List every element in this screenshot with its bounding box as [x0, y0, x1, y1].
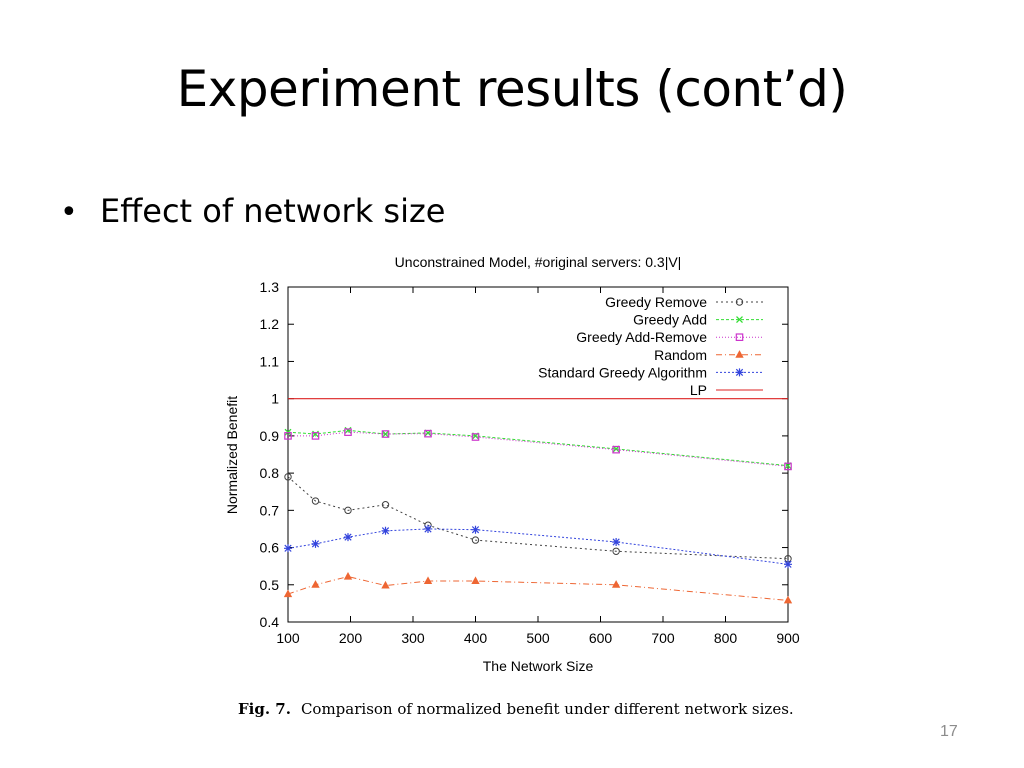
legend-item-random: Random — [654, 347, 763, 363]
series-greedy-remove — [284, 473, 792, 563]
x-tick-label: 100 — [276, 630, 300, 646]
legend-item-greedy-add-remove: Greedy Add-Remove — [576, 329, 763, 345]
x-tick-label: 200 — [339, 630, 363, 646]
data-point-standard-greedy-algorithm — [471, 525, 480, 534]
y-tick-label: 0.4 — [260, 614, 280, 630]
chart-title: Unconstrained Model, #original servers: … — [395, 254, 682, 270]
legend-label: Greedy Add-Remove — [576, 329, 707, 345]
legend-marker — [736, 316, 743, 324]
legend-item-lp: LP — [690, 382, 763, 398]
bullet-text: Effect of network size — [100, 192, 446, 230]
x-tick-label: 700 — [651, 630, 675, 646]
data-point-greedy-add-remove — [344, 428, 352, 436]
data-point-greedy-add — [344, 426, 352, 434]
x-tick-label: 300 — [401, 630, 425, 646]
data-point-greedy-remove — [311, 497, 320, 505]
data-point-standard-greedy-algorithm — [784, 560, 792, 569]
legend-label: LP — [690, 382, 707, 398]
series-line-greedy-add — [287, 429, 789, 467]
caption-label: Fig. 7. — [238, 700, 291, 718]
data-point-greedy-remove — [344, 506, 352, 515]
data-point-greedy-add — [312, 430, 319, 438]
figure-caption: Fig. 7. Comparison of normalized benefit … — [238, 700, 794, 718]
data-point-standard-greedy-algorithm — [311, 539, 320, 548]
legend-label: Greedy Remove — [605, 294, 707, 310]
data-point-greedy-add-remove — [284, 432, 292, 440]
data-point-random — [381, 580, 390, 589]
legend-marker — [735, 333, 744, 342]
bullet-item: • Effect of network size — [60, 192, 445, 231]
y-tick-label: 1 — [271, 391, 279, 407]
data-point-greedy-add-remove — [471, 433, 480, 441]
data-point-greedy-add-remove — [381, 430, 390, 438]
y-tick-label: 1.2 — [260, 316, 280, 332]
series-line-random — [287, 576, 789, 601]
caption-text: Comparison of normalized benefit under d… — [300, 700, 794, 718]
data-point-greedy-add — [382, 430, 389, 438]
data-point-random — [311, 580, 320, 588]
bullet-dot: • — [60, 195, 78, 230]
data-point-greedy-remove — [284, 473, 292, 481]
y-axis-title: Normalized Benefit — [224, 396, 240, 514]
x-tick-label: 800 — [714, 630, 738, 646]
y-tick-label: 0.6 — [260, 540, 280, 556]
data-point-greedy-add-remove — [311, 432, 320, 440]
plot-frame — [287, 286, 789, 623]
data-point-random — [471, 576, 480, 585]
y-tick-label: 1.1 — [260, 353, 280, 369]
y-tick-label: 0.8 — [260, 465, 280, 481]
data-point-random — [423, 576, 433, 585]
series-standard-greedy-algorithm — [284, 524, 792, 569]
slide-number: 17 — [940, 723, 958, 740]
data-point-greedy-remove — [612, 547, 620, 555]
legend-label: Standard Greedy Algorithm — [538, 364, 707, 380]
x-tick-label: 500 — [526, 630, 550, 646]
data-point-greedy-add-remove — [784, 462, 792, 471]
y-tick-label: 0.5 — [260, 577, 280, 593]
y-tick-label: 0.9 — [260, 428, 280, 444]
series-line-greedy-add-remove — [288, 431, 789, 467]
legend-marker — [735, 368, 744, 377]
data-point-greedy-remove — [381, 501, 390, 509]
data-point-standard-greedy-algorithm — [424, 524, 432, 533]
data-point-random — [611, 580, 621, 588]
x-axis-title: The Network Size — [483, 658, 594, 674]
series-line-standard-greedy-algorithm — [287, 528, 789, 565]
legend-label: Greedy Add — [633, 312, 707, 328]
data-point-greedy-remove — [471, 536, 480, 544]
x-tick-label: 600 — [589, 630, 613, 646]
series-line-greedy-remove — [287, 476, 789, 560]
legend-marker — [735, 298, 744, 306]
legend-item-greedy-remove: Greedy Remove — [605, 294, 763, 310]
y-tick-label: 1.3 — [260, 279, 280, 295]
data-point-greedy-add-remove — [612, 445, 620, 454]
slide-title: Experiment results (cont’d) — [176, 60, 848, 118]
data-point-standard-greedy-algorithm — [284, 544, 292, 553]
y-tick-label: 0.7 — [260, 502, 280, 518]
data-point-greedy-add-remove — [424, 429, 432, 438]
data-point-random — [783, 595, 793, 604]
data-point-standard-greedy-algorithm — [344, 533, 352, 542]
data-point-random — [343, 571, 353, 580]
data-point-random — [283, 589, 293, 598]
line-chart: Unconstrained Model, #original servers: … — [224, 254, 800, 674]
data-point-standard-greedy-algorithm — [381, 526, 390, 535]
x-tick-label: 400 — [464, 630, 488, 646]
data-point-standard-greedy-algorithm — [612, 537, 621, 546]
legend-marker — [735, 350, 744, 358]
x-tick-label: 900 — [776, 630, 800, 646]
series-random — [283, 571, 793, 604]
legend-item-standard-greedy-algorithm: Standard Greedy Algorithm — [538, 364, 763, 380]
legend-item-greedy-add: Greedy Add — [633, 312, 763, 328]
legend-label: Random — [654, 347, 707, 363]
series-greedy-add — [284, 426, 792, 470]
series-greedy-add-remove — [284, 428, 792, 471]
